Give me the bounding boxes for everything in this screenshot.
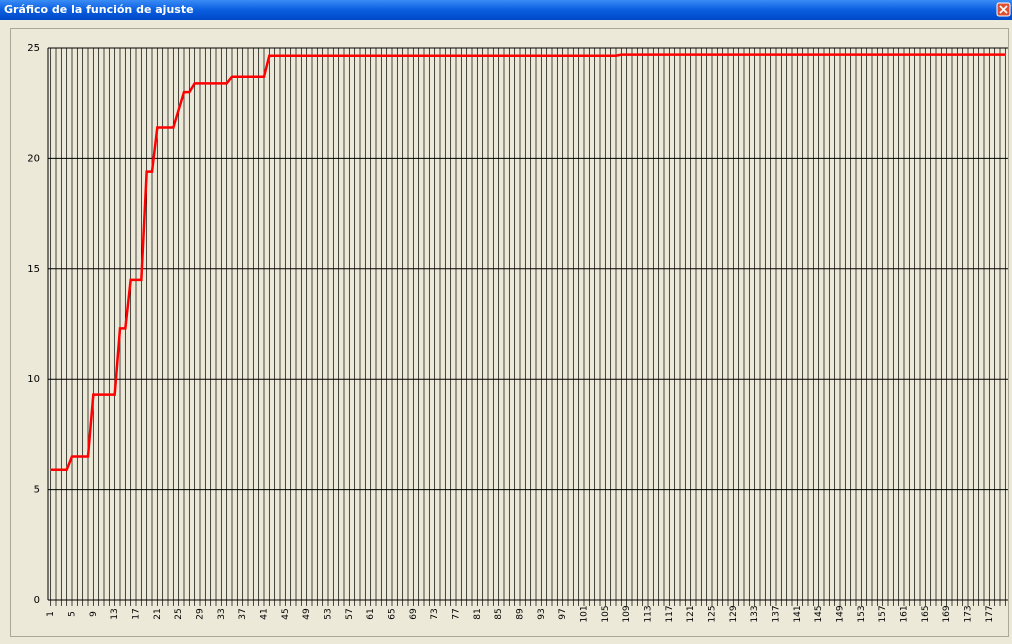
x-tick-label: 137: [772, 605, 782, 622]
x-tick-label: 81: [473, 608, 483, 619]
x-tick-label: 33: [217, 608, 227, 619]
y-tick-label: 25: [27, 43, 40, 54]
x-tick-label: 69: [409, 608, 419, 620]
x-tick-label: 45: [281, 608, 291, 619]
x-tick-label: 5: [68, 611, 78, 617]
x-tick-label: 173: [964, 605, 974, 622]
x-tick-label: 49: [302, 608, 312, 620]
x-tick-label: 9: [89, 611, 99, 617]
x-tick-label: 13: [110, 608, 120, 619]
x-tick-label: 25: [174, 608, 184, 619]
y-tick-label: 0: [34, 595, 40, 606]
window-title: Gráfico de la función de ajuste: [4, 3, 194, 16]
title-bar: [0, 0, 1012, 20]
y-tick-label: 10: [27, 374, 40, 385]
x-tick-label: 101: [580, 605, 590, 622]
x-tick-label: 73: [430, 608, 440, 619]
y-tick-label: 15: [27, 264, 40, 275]
x-tick-label: 97: [558, 608, 568, 619]
x-tick-label: 85: [494, 608, 504, 619]
x-tick-label: 121: [686, 605, 696, 622]
x-tick-label: 53: [324, 608, 334, 619]
x-tick-label: 165: [921, 605, 931, 622]
x-tick-label: 161: [900, 605, 910, 622]
x-tick-label: 17: [132, 608, 142, 619]
x-tick-label: 153: [857, 605, 867, 622]
x-tick-label: 93: [537, 608, 547, 619]
x-tick-label: 21: [153, 608, 163, 619]
x-tick-label: 77: [452, 608, 462, 619]
x-tick-label: 141: [793, 605, 803, 622]
data-line: [50, 53, 1006, 471]
y-tick-label: 20: [27, 153, 40, 164]
x-tick-label: 169: [942, 605, 952, 622]
x-tick-label: 145: [814, 605, 824, 622]
x-tick-label: 41: [260, 608, 270, 619]
x-tick-label: 133: [750, 605, 760, 622]
x-tick-label: 157: [878, 605, 888, 622]
x-tick-label: 61: [366, 608, 376, 619]
x-tick-label: 29: [196, 608, 206, 620]
x-tick-label: 125: [708, 605, 718, 622]
x-tick-label: 117: [665, 605, 675, 622]
y-tick-label: 5: [34, 485, 40, 496]
x-tick-label: 105: [601, 605, 611, 622]
x-tick-label: 65: [388, 608, 398, 619]
x-tick-label: 129: [729, 605, 739, 622]
x-tick-label: 109: [622, 605, 632, 622]
close-icon: [999, 5, 1008, 14]
chart-frame: [10, 28, 1009, 637]
x-tick-label: 89: [516, 608, 526, 620]
x-tick-label: 177: [985, 605, 995, 622]
x-tick-label: 57: [345, 608, 355, 619]
x-tick-label: 149: [836, 605, 846, 622]
x-tick-label: 1: [46, 611, 56, 617]
x-tick-label: 113: [644, 605, 654, 622]
x-tick-label: 37: [238, 608, 248, 619]
